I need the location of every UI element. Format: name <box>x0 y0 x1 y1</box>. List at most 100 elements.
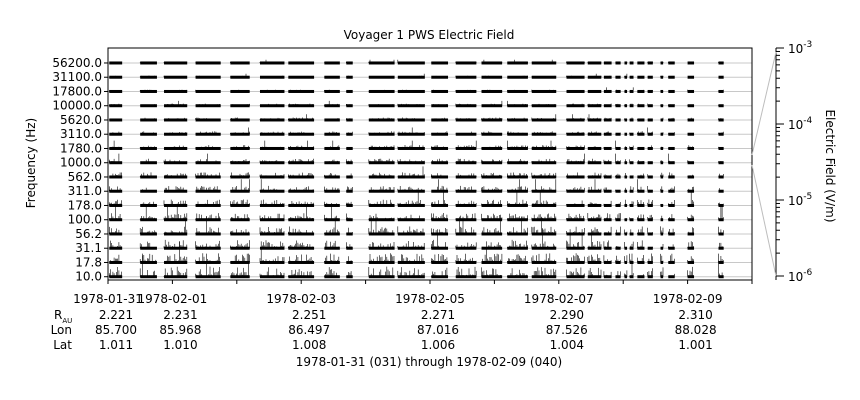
channel-baseline-segment <box>195 61 221 65</box>
channel-baseline-segment <box>481 104 503 108</box>
channel-baseline-segment <box>481 189 503 193</box>
channel-trace <box>615 213 621 220</box>
channel-baseline-segment <box>397 203 425 207</box>
channel-trace <box>647 118 653 120</box>
channel-baseline-segment <box>668 246 675 250</box>
channel-trace <box>482 75 501 78</box>
channel-baseline-segment <box>259 132 285 136</box>
channel-baseline-segment <box>324 75 340 79</box>
channel-trace <box>531 213 557 220</box>
channel-trace <box>629 241 634 249</box>
channel-baseline-segment <box>324 118 340 122</box>
channel-baseline-segment <box>259 189 285 193</box>
frequency-tick-label: 3110.0 <box>60 127 102 141</box>
channel-baseline-segment <box>566 132 585 136</box>
channel-trace <box>455 200 477 206</box>
channel-trace <box>139 75 157 78</box>
channel-baseline-segment <box>531 104 557 108</box>
channel-trace <box>368 216 395 234</box>
channel-trace <box>669 90 674 92</box>
channel-trace <box>507 268 528 277</box>
channel-trace <box>259 89 284 92</box>
channel-baseline-segment <box>324 175 340 179</box>
time-tick-label: 1978-02-03 <box>266 292 336 306</box>
channel-baseline-segment <box>455 189 477 193</box>
channel-baseline-segment <box>455 246 477 250</box>
channel-trace <box>647 103 653 106</box>
channel-baseline-segment <box>481 246 503 250</box>
channel-baseline-segment <box>531 161 557 165</box>
channel-trace <box>624 242 626 249</box>
channel-trace <box>368 117 395 120</box>
channel-baseline-segment <box>668 275 675 279</box>
channel-baseline-segment <box>230 218 250 222</box>
channel-trace <box>259 59 285 63</box>
channel-trace <box>481 159 503 163</box>
channel-baseline-segment <box>324 189 340 193</box>
channel-trace <box>588 158 602 163</box>
channel-trace <box>660 186 664 192</box>
channel-baseline-segment <box>603 75 612 79</box>
channel-trace <box>230 229 249 234</box>
channel-trace <box>660 160 664 163</box>
channel-baseline-segment <box>587 260 602 264</box>
channel-trace <box>531 179 557 192</box>
channel-baseline-segment <box>346 246 353 250</box>
channel-baseline-segment <box>109 146 123 150</box>
channel-trace <box>346 104 353 106</box>
channel-trace <box>324 159 340 163</box>
channel-baseline-segment <box>507 232 528 236</box>
channel-baseline-segment <box>368 203 395 207</box>
channel-trace <box>109 103 122 106</box>
channel-baseline-segment <box>397 89 425 93</box>
channel-baseline-segment <box>637 132 645 136</box>
channel-baseline-segment <box>481 232 503 236</box>
channel-baseline-segment <box>629 232 634 236</box>
channel-baseline-segment <box>455 118 477 122</box>
channel-trace <box>687 145 694 149</box>
channel-trace <box>629 253 634 277</box>
channel-trace <box>660 253 664 263</box>
channel-baseline-segment <box>660 104 664 108</box>
channel-baseline-segment <box>687 189 695 193</box>
channel-baseline-segment <box>230 246 250 250</box>
channel-baseline-segment <box>481 61 503 65</box>
channel-baseline-segment <box>397 104 425 108</box>
channel-trace <box>637 62 644 63</box>
channel-baseline-segment <box>603 246 612 250</box>
colorbar-connector-top <box>751 51 777 156</box>
channel-baseline-segment <box>397 132 425 136</box>
channel-baseline-segment <box>481 218 503 222</box>
channel-trace <box>368 104 394 106</box>
channel-trace <box>370 186 395 192</box>
channel-baseline-segment <box>687 260 695 264</box>
channel-baseline-segment <box>507 75 528 79</box>
channel-trace <box>687 266 694 277</box>
channel-baseline-segment <box>195 118 221 122</box>
channel-trace <box>507 117 528 120</box>
channel-baseline-segment <box>346 146 353 150</box>
channel-baseline-segment <box>624 246 628 250</box>
channel-trace <box>587 179 602 192</box>
channel-baseline-segment <box>431 203 449 207</box>
channel-trace <box>259 179 284 192</box>
channel-baseline-segment <box>687 232 695 236</box>
channel-baseline-segment <box>615 75 621 79</box>
channel-trace <box>718 161 723 163</box>
channel-trace <box>288 254 314 263</box>
channel-trace <box>230 159 250 163</box>
channel-baseline-segment <box>195 161 221 165</box>
channel-baseline-segment <box>481 146 503 150</box>
channel-trace <box>566 131 584 135</box>
channel-baseline-segment <box>587 118 602 122</box>
channel-baseline-segment <box>566 189 585 193</box>
channel-baseline-segment <box>368 104 395 108</box>
ephemeris-value-lon: 86.497 <box>288 323 330 337</box>
channel-baseline-segment <box>481 118 503 122</box>
channel-baseline-segment <box>507 132 528 136</box>
channel-trace <box>669 186 675 192</box>
data-layer <box>109 59 724 279</box>
channel-baseline-segment <box>603 118 612 122</box>
channel-trace <box>603 271 612 277</box>
channel-baseline-segment <box>455 146 477 150</box>
